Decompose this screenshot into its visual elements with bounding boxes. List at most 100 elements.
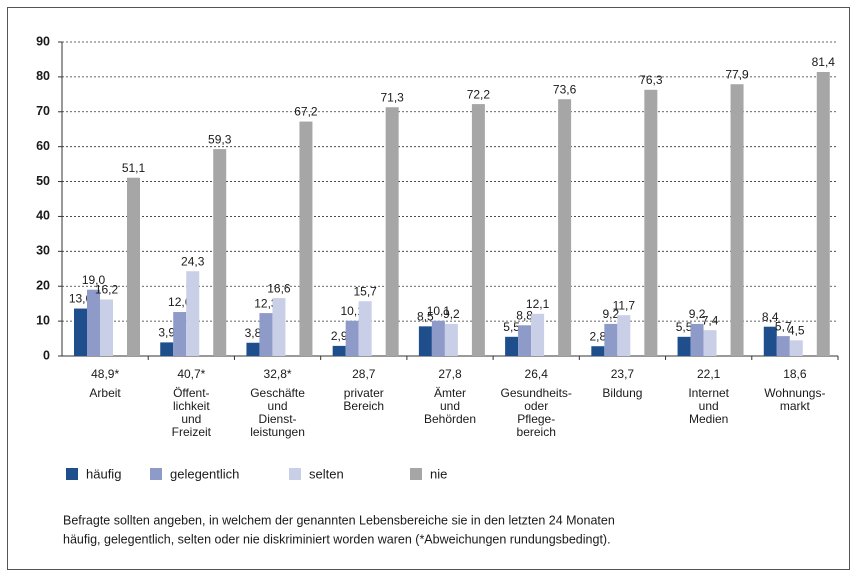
bar [703,330,717,356]
value-label: 67,2 [294,105,318,119]
legend-swatch [289,468,301,480]
x-tick-label: Pflege- [517,412,555,426]
frame [7,7,850,570]
value-label: 7,4 [702,313,719,327]
value-label: 24,3 [181,254,205,268]
bar [776,336,790,356]
value-label: 12,6 [168,295,192,309]
bar [677,336,691,356]
value-label: 9,2 [443,307,460,321]
bar [358,301,372,356]
x-tick-label: privater [344,386,384,400]
bar [763,326,777,356]
note: häufig, gelegentlich, selten oder nie di… [63,532,611,546]
bar [505,336,519,356]
bar [617,315,631,356]
bar [644,89,658,356]
x-tick-label: und [181,412,201,426]
x-tick-label: Freizeit [172,425,212,439]
category-note: 18,6 [783,367,807,381]
x-tick-label: Behörden [424,412,476,426]
x-tick-label: Internet [688,386,729,400]
category-note: 32,8* [264,367,292,381]
x-tick-label: bereich [517,425,556,439]
value-label: 8,5 [417,310,434,324]
value-label: 12,3 [254,296,278,310]
value-label: 73,6 [553,82,577,96]
value-label: 5,7 [775,319,792,333]
bar [272,298,286,356]
bar [74,308,87,356]
bar [471,104,485,356]
value-label: 10,1 [427,304,451,318]
legend-label: häufig [86,466,121,481]
x-tick-label: markt [780,399,811,413]
value-label: 13,6 [69,292,93,306]
value-label: 77,9 [725,67,749,81]
value-label: 72,2 [467,87,491,101]
category-note: 40,7* [177,367,205,381]
y-tick-label: 60 [36,139,50,153]
bar [299,121,313,357]
bar [127,177,140,356]
y-tick-label: 80 [36,69,50,83]
value-label: 11,7 [613,298,636,312]
bar [100,299,113,356]
legend-label: gelegentlich [170,466,239,481]
bar [431,320,445,356]
y-tick-label: 20 [36,279,50,293]
x-tick-label: Wohnungs- [764,386,825,400]
bar [730,84,744,357]
bar [259,313,273,356]
category-note: 48,9* [91,367,119,381]
value-label: 19,0 [82,273,106,287]
y-tick-label: 50 [36,174,50,188]
category-note: 23,7 [611,367,635,381]
value-label: 3,9 [158,326,175,340]
bar [591,346,605,356]
value-label: 3,8 [245,326,262,340]
value-label: 59,3 [208,132,232,146]
x-tick-label: Öffent- [173,386,209,400]
note: Befragte sollten angeben, in welchem der… [63,513,615,527]
value-label: 76,3 [639,73,663,87]
value-label: 16,6 [267,281,291,295]
bar [690,323,704,356]
y-tick-label: 90 [36,34,50,48]
y-tick-label: 10 [36,313,50,327]
y-tick-label: 30 [36,244,50,258]
bar [173,312,187,356]
bar [518,325,532,356]
category-note: 22,1 [697,367,721,381]
bar [385,107,399,357]
value-label: 81,4 [812,55,836,69]
bar [186,271,200,356]
y-tick-label: 0 [43,348,50,362]
bar [789,340,803,356]
legend-swatch [66,468,78,480]
bar [160,342,174,356]
legend-swatch [150,468,162,480]
x-tick-label: Dienst- [259,412,297,426]
value-label: 9,2 [689,307,706,321]
x-tick-label: Medien [689,412,728,426]
value-label: 12,1 [526,297,550,311]
bar [418,326,432,356]
y-tick-label: 70 [36,104,50,118]
value-label: 8,8 [516,308,533,322]
bar [213,149,227,356]
x-tick-label: und [268,399,288,413]
bar [246,342,260,356]
x-tick-label: und [699,399,719,413]
bar [816,72,830,356]
value-label: 5,5 [676,320,693,334]
bar [332,345,346,356]
bar [531,313,545,356]
category-note: 26,4 [525,367,549,381]
legend-label: selten [309,466,344,481]
category-note: 27,8 [438,367,462,381]
value-label: 16,2 [95,283,119,297]
value-label: 71,3 [380,90,404,104]
x-tick-label: Geschäfte [250,386,305,400]
